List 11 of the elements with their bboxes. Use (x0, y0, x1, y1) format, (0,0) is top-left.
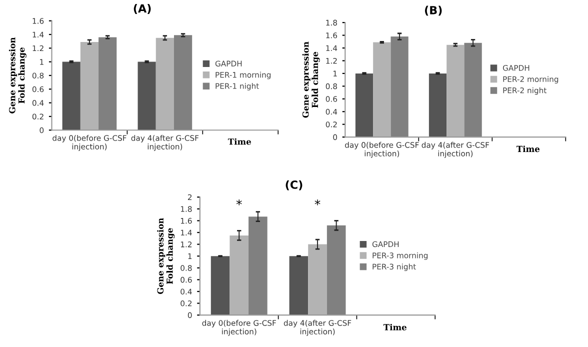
chart-title: (A) (134, 4, 151, 14)
y-axis-title: Gene expression Fold change (302, 42, 320, 118)
annotation: * (236, 200, 242, 206)
x-axis-title: Time (516, 146, 540, 152)
annotation: * (314, 200, 320, 206)
y-axis-title: Gene expression Fold change (8, 37, 26, 114)
chart-title: (B) (425, 6, 442, 16)
chart-title: (C) (286, 180, 302, 190)
x-axis-title: Time (383, 324, 406, 330)
x-axis-title: Time (228, 138, 252, 145)
y-axis-title: Gene expression Fold change (157, 218, 175, 294)
